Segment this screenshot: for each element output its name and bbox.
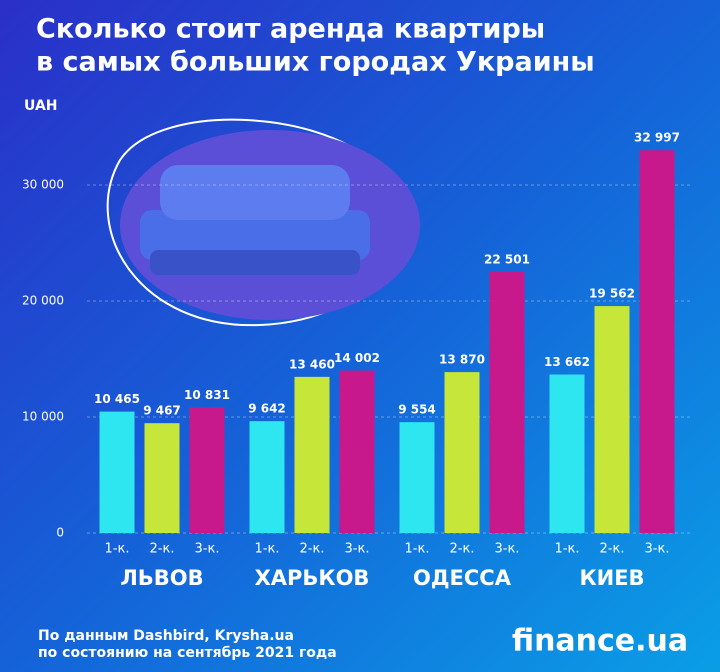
bar — [489, 271, 525, 533]
y-axis-label: UAH — [24, 98, 58, 114]
bar — [99, 411, 135, 533]
value-label: 13 870 — [439, 353, 485, 367]
value-label: 10 465 — [94, 392, 140, 406]
series-label: 1-к. — [555, 542, 580, 557]
series-label: 1-к. — [405, 542, 430, 557]
series-label: 2-к. — [300, 542, 325, 557]
bar — [549, 374, 585, 533]
series-label: 2-к. — [150, 542, 175, 557]
y-tick-label: 0 — [56, 526, 64, 540]
value-label: 9 467 — [143, 404, 181, 418]
logo: finance.ua — [512, 624, 688, 659]
value-label: 19 562 — [589, 287, 635, 301]
value-label: 13 460 — [289, 357, 335, 371]
bar — [144, 423, 180, 533]
bar — [294, 376, 330, 533]
source: по состоянию на сентябрь 2021 года — [38, 645, 337, 661]
series-label: 3-к. — [195, 542, 220, 557]
value-label: 22 501 — [484, 252, 530, 266]
value-label: 14 002 — [334, 351, 380, 365]
bar — [444, 372, 480, 533]
bar — [249, 421, 285, 533]
bar — [189, 407, 225, 533]
y-tick-label: 20 000 — [22, 294, 64, 308]
illustration — [106, 118, 420, 327]
value-label: 13 662 — [544, 355, 590, 369]
y-tick-label: 30 000 — [22, 178, 64, 192]
bar — [339, 370, 375, 533]
series-label: 2-к. — [600, 542, 625, 557]
series-label: 1-к. — [105, 542, 130, 557]
x-tick-label: ЛЬВОВ — [120, 566, 203, 590]
value-label: 10 831 — [184, 388, 230, 402]
source: По данным Dashbird, Krysha.ua — [38, 628, 294, 644]
bar — [639, 150, 675, 533]
x-tick-label: ХАРЬКОВ — [255, 566, 370, 590]
chart-title: Сколько стоит аренда квартиры — [36, 14, 545, 45]
bar — [594, 306, 630, 533]
series-label: 1-к. — [255, 542, 280, 557]
series-label: 2-к. — [450, 542, 475, 557]
x-tick-label: ОДЕССА — [413, 566, 512, 590]
value-label: 9 554 — [398, 403, 436, 417]
x-tick-label: КИЕВ — [579, 566, 644, 590]
value-label: 32 997 — [634, 131, 680, 145]
y-tick-label: 10 000 — [22, 410, 64, 424]
value-label: 9 642 — [248, 402, 286, 416]
series-label: 3-к. — [645, 542, 670, 557]
series-label: 3-к. — [495, 542, 520, 557]
series-label: 3-к. — [345, 542, 370, 557]
chart-title: в самых больших городах Украины — [36, 47, 595, 78]
bar — [399, 422, 435, 533]
